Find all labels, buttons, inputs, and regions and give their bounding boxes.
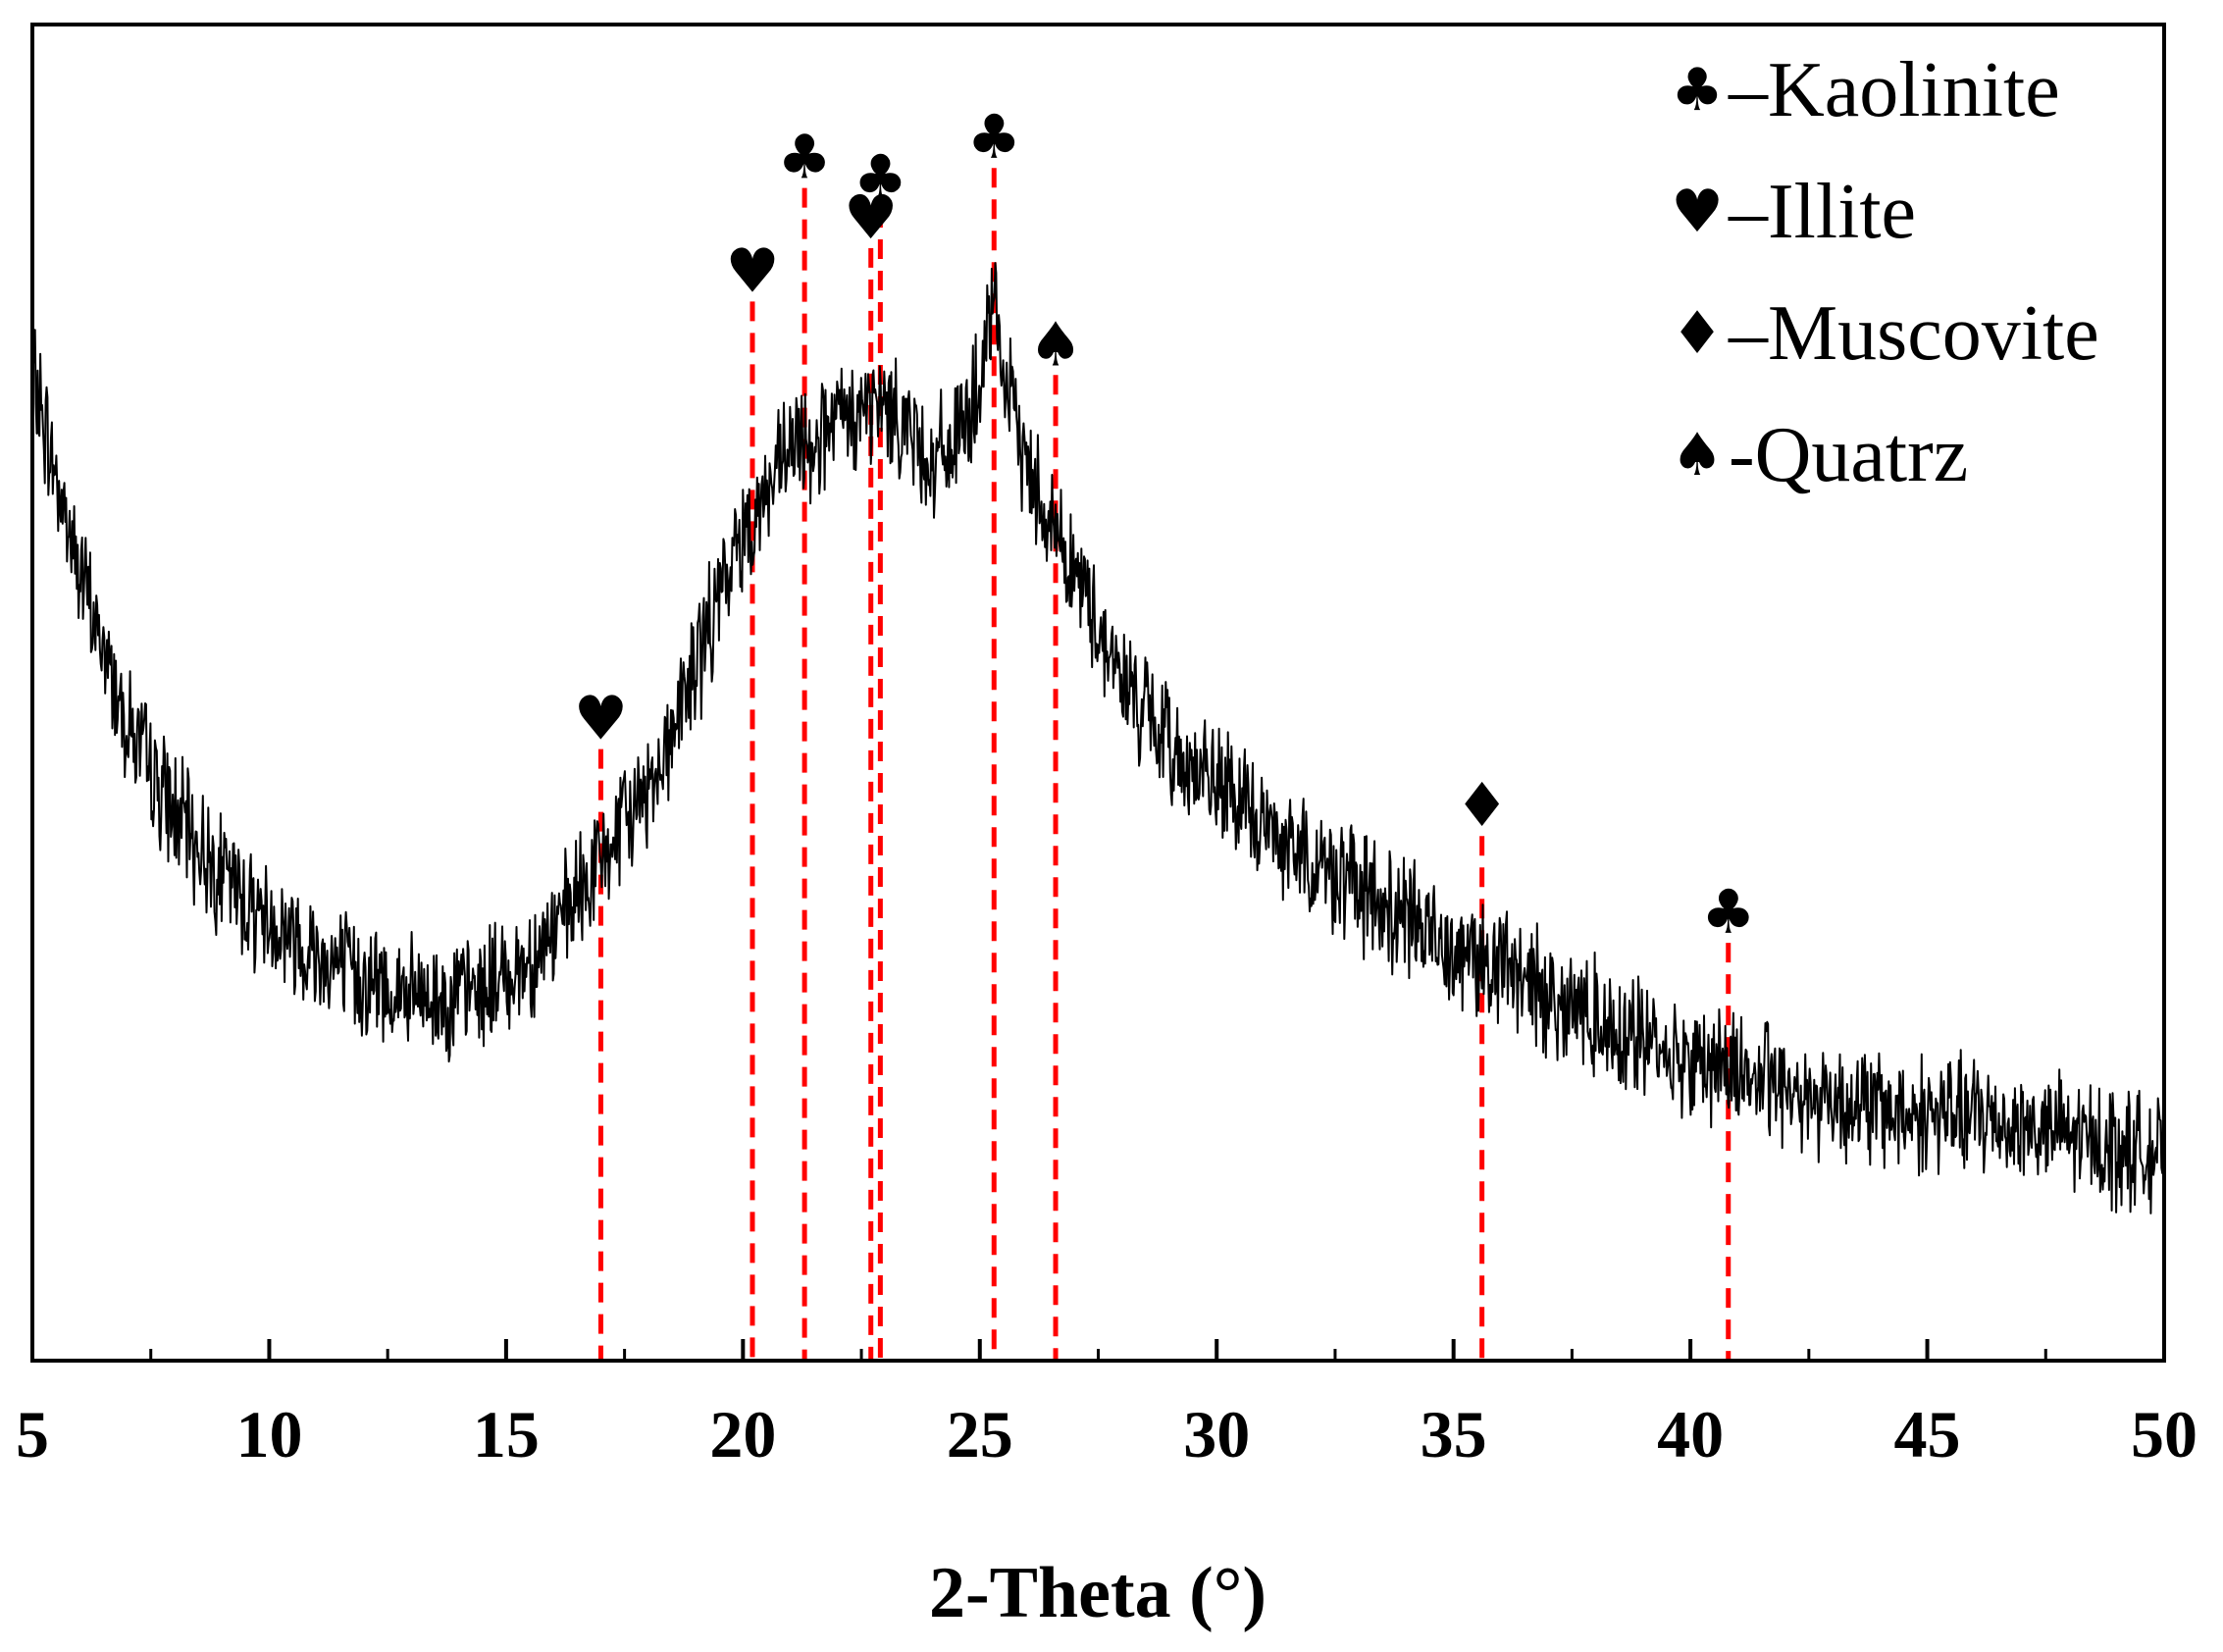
heart-icon: ♥ [1671,178,1724,246]
x-tick-label: 15 [473,1397,540,1471]
legend-label: –Muscovite [1728,290,2099,377]
x-tick-label: 30 [1183,1397,1250,1471]
club-icon: ♣ [853,141,908,213]
heart-icon: ♥ [725,234,780,306]
x-tick-label: 35 [1421,1397,1487,1471]
club-icon: ♣ [1701,876,1756,948]
x-tick-label: 40 [1657,1397,1724,1471]
x-tick-label: 45 [1894,1397,1961,1471]
club-icon: ♣ [1671,56,1724,125]
x-tick-label: 20 [709,1397,776,1471]
x-axis-ticks: 5 10 15 20 25 30 35 40 45 50 [16,1339,2197,1471]
spade-icon: ♠ [1671,421,1724,490]
peak-markers: ♥♥♣♥♣♣♠♦♣ [574,101,1756,948]
x-axis-title: 2-Theta (°) [929,1553,1267,1633]
x-tick-label: 10 [235,1397,302,1471]
x-tick-label: 50 [2131,1397,2197,1471]
legend-label: –Kaolinite [1728,47,2060,133]
diamond-icon: ♦ [1455,769,1510,841]
legend: ♣ –Kaolinite♥ –Illite♦ –Muscovite♠ -Quatrz [1671,47,2099,498]
legend-label: -Quatrz [1729,412,1968,498]
diamond-icon: ♦ [1671,299,1724,368]
heart-icon: ♥ [574,683,629,754]
series-layer [31,262,2165,1214]
reference-lines [597,168,1732,1361]
x-tick-label: 25 [947,1397,1013,1471]
club-icon: ♣ [966,101,1021,173]
legend-label: –Illite [1728,169,1916,255]
spade-icon: ♠ [1028,308,1083,380]
xrd-series-line [31,262,2165,1214]
club-icon: ♣ [777,122,832,193]
heart-icon: ♥ [844,181,899,253]
x-tick-label: 5 [16,1397,49,1471]
